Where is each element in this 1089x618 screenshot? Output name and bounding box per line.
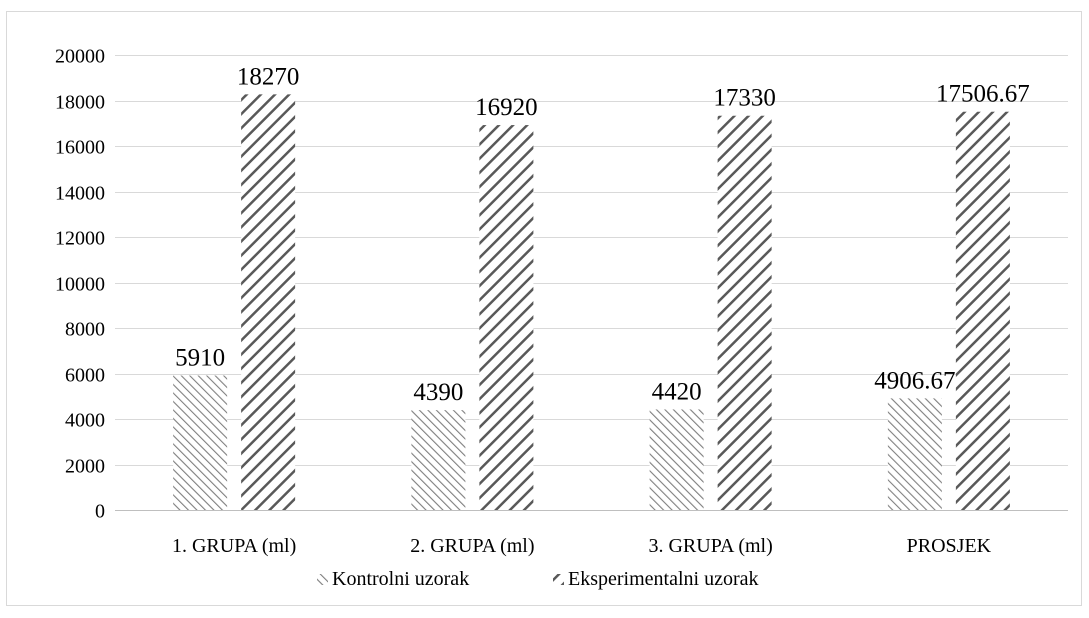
bar-kontrolni: [649, 409, 704, 510]
y-tick-label: 10000: [55, 274, 105, 296]
legend-text-eksperimentalni: Eksperimentalni uzorak: [568, 568, 759, 590]
data-label: 4906.67: [874, 367, 955, 394]
y-tick-label: 6000: [65, 365, 105, 387]
legend-item-eksperimentalni-swatch: [553, 574, 564, 585]
data-labels: 5910 18270 4390 16920 4420 17330 4906.67 17506.…: [175, 63, 1030, 406]
y-tick-label: 20000: [55, 46, 105, 68]
data-label: 17506.67: [936, 81, 1030, 108]
y-tick-label: 8000: [65, 319, 105, 341]
data-label: 16920: [475, 94, 538, 121]
x-axis-categories: 1. GRUPA (ml) 2. GRUPA (ml) 3. GRUPA (ml) P…: [172, 535, 992, 557]
bar-eksperimentalni: [717, 115, 772, 511]
legend: Kontrolni uzorak Eksperimentalni uzorak: [317, 568, 759, 590]
y-tick-label: 0: [95, 501, 105, 523]
legend-item-kontrolni-swatch: [317, 574, 328, 585]
bars: [173, 94, 1010, 511]
y-tick-label: 16000: [55, 137, 105, 159]
data-label: 4390: [413, 379, 463, 406]
y-axis-ticks: 0 2000 4000 6000 8000 10000 12000 14000 16000 180…: [55, 46, 105, 523]
bar-kontrolni: [173, 375, 228, 510]
y-tick-label: 18000: [55, 92, 105, 114]
chart-frame: [6, 11, 1082, 606]
data-label: 4420: [652, 378, 702, 405]
data-label: 17330: [713, 85, 776, 112]
bar-kontrolni: [411, 410, 466, 510]
bar-eksperimentalni: [479, 125, 534, 510]
y-tick-label: 4000: [65, 410, 105, 432]
x-category-label: 3. GRUPA (ml): [648, 535, 772, 557]
x-category-label: PROSJEK: [907, 535, 992, 557]
data-label: 5910: [175, 345, 225, 372]
bar-eksperimentalni: [955, 111, 1010, 510]
x-category-label: 2. GRUPA (ml): [410, 535, 534, 557]
x-category-label: 1. GRUPA (ml): [172, 535, 296, 557]
y-tick-label: 2000: [65, 456, 105, 478]
legend-text-kontrolni: Kontrolni uzorak: [332, 568, 469, 590]
bar-eksperimentalni: [241, 94, 296, 511]
data-label: 18270: [237, 63, 300, 90]
y-tick-label: 14000: [55, 183, 105, 205]
y-tick-label: 12000: [55, 228, 105, 250]
bar-kontrolni: [887, 398, 942, 510]
